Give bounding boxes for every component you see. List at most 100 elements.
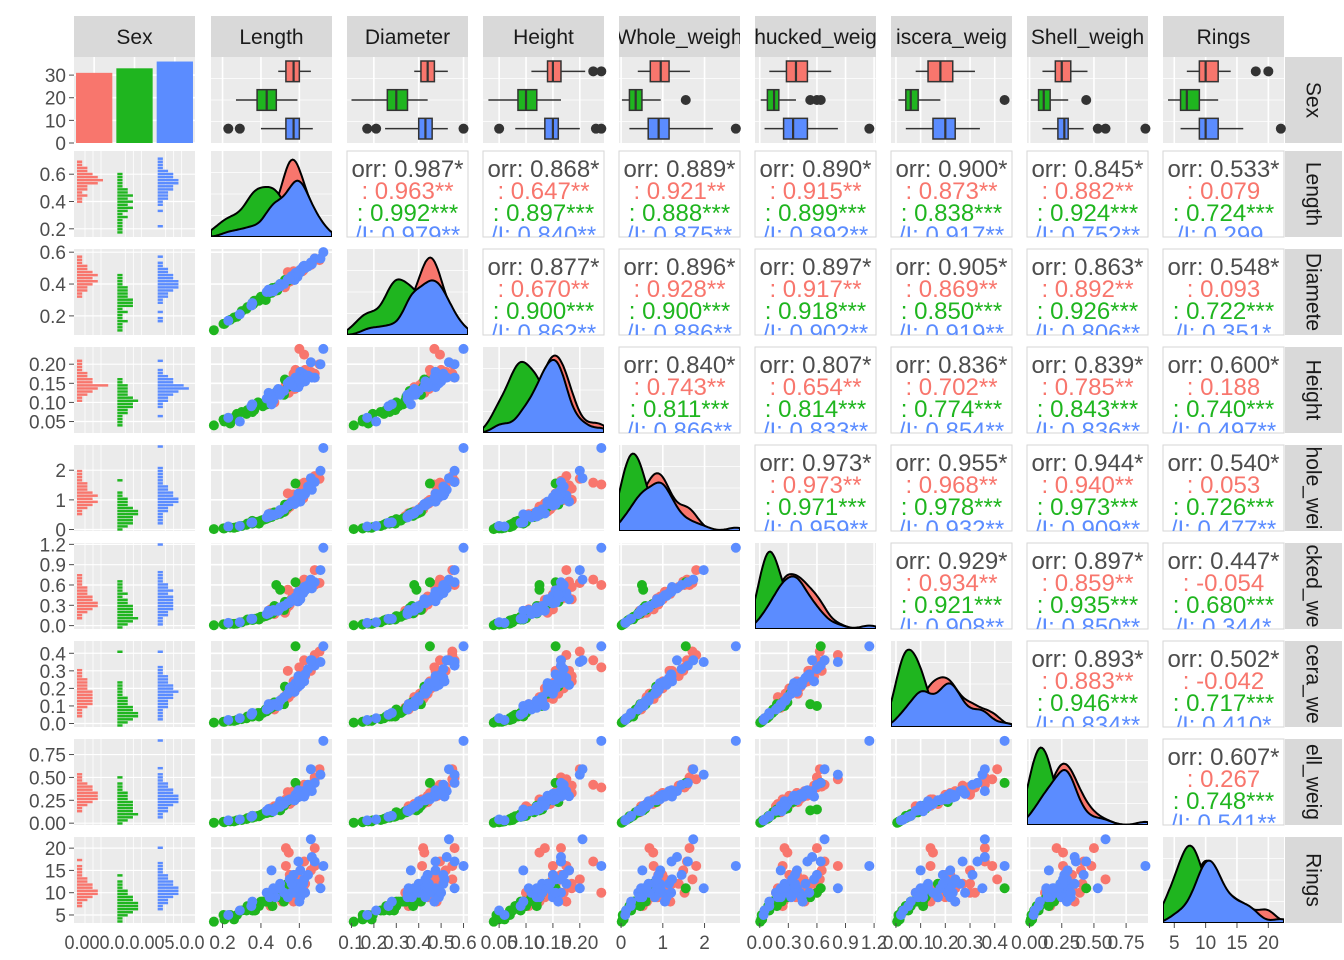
hist-bar-i <box>117 528 123 531</box>
y-tick-label: 0.2 <box>40 679 66 700</box>
hist-bar-f <box>77 598 93 602</box>
hist-bar-i <box>117 494 123 497</box>
y-tick-label: 0.2 <box>40 307 66 328</box>
point-m <box>787 874 798 885</box>
hist-bar-m <box>157 399 169 402</box>
x-tick-label-sex: 0.000.0.0.005.0.0 <box>65 933 205 954</box>
x-tick-label: 10 <box>1195 933 1216 954</box>
outlier-point <box>596 123 607 134</box>
point-m <box>294 374 305 385</box>
corr-i: : 0.973*** <box>1037 494 1138 521</box>
point-m <box>443 764 454 775</box>
corr-overall: orr: 0.889* <box>623 156 735 183</box>
corr-overall: orr: 0.973* <box>759 450 871 477</box>
hist-bar-i <box>117 491 123 494</box>
hist-bar-i <box>117 791 128 794</box>
point-m <box>864 641 875 652</box>
point-m <box>811 869 822 880</box>
point-m <box>284 499 295 510</box>
hist-bar-f <box>77 169 88 173</box>
row-strip-clip: ell_weig <box>1302 744 1325 820</box>
point-i <box>290 641 301 652</box>
hist-bar-f <box>77 607 93 611</box>
point-m <box>797 896 808 907</box>
point-i <box>348 717 359 728</box>
corr-i: : 0.900*** <box>629 298 730 325</box>
scatter-height-vs-shucked_weight <box>488 542 607 631</box>
point-m <box>302 579 313 590</box>
hist-bar-m <box>157 739 163 742</box>
corr-diameter-whole_weight: orr: 0.896*: 0.928**: 0.900***/I: 0.886*… <box>623 254 735 335</box>
point-m <box>443 473 454 484</box>
hist-bar-m <box>157 396 169 399</box>
point-m <box>247 517 258 528</box>
point-f <box>969 887 980 898</box>
point-i <box>290 478 301 489</box>
point-m <box>499 909 510 920</box>
density-shucked_weight <box>755 550 876 629</box>
hist-bar-f <box>77 711 83 715</box>
point-m <box>449 565 460 576</box>
hist-bar-i <box>117 200 133 203</box>
hist-bar-f <box>77 693 93 696</box>
point-m <box>429 374 440 385</box>
hist-bar-i <box>117 907 139 911</box>
point-f <box>1100 874 1111 885</box>
point-m <box>641 883 652 894</box>
point-m <box>979 786 990 797</box>
col-strip-label: Diameter <box>365 26 450 49</box>
x-tick-label: 0.15 <box>534 933 571 954</box>
point-m <box>596 442 607 453</box>
scatter-diameter-vs-height <box>348 343 469 431</box>
col-strip-label: Rings <box>1197 26 1251 49</box>
point-m <box>800 878 811 889</box>
row-strip-clip: cera_we <box>1302 644 1325 723</box>
point-m <box>318 860 329 871</box>
hist-bar-f <box>77 580 83 583</box>
x-tick-label: 20 <box>1258 933 1279 954</box>
point-m <box>410 695 421 706</box>
corr-f: : 0.785** <box>1041 374 1133 401</box>
corr-i: : 0.899*** <box>765 200 866 227</box>
hist-bar-f <box>77 172 93 176</box>
hist-bar-i <box>117 479 123 482</box>
hist-bar-i <box>117 393 128 396</box>
hist-bar-m <box>157 191 169 194</box>
point-m <box>410 602 421 613</box>
hist-bar-m <box>157 868 163 871</box>
point-m <box>223 315 234 326</box>
scatter-height-vs-shell_weight <box>488 735 607 828</box>
x-tick-label: 0.2 <box>932 933 958 954</box>
x-tick-label: 0.0 <box>747 933 773 954</box>
hist-bar-m <box>157 466 163 470</box>
row-strip-shell_weight <box>1285 739 1342 825</box>
corr-length-viscera_weight: orr: 0.900*: 0.873**: 0.838***/I: 0.917*… <box>895 156 1007 237</box>
point-m <box>787 683 798 694</box>
hist-bar-i <box>117 188 128 191</box>
point-i <box>999 883 1010 894</box>
hist-bar-i <box>117 687 123 690</box>
row-strip-diameter <box>1285 249 1342 335</box>
hist-bar-f <box>77 601 98 605</box>
hist-bar-f <box>77 197 83 200</box>
hist-bar-m <box>157 543 163 546</box>
hist-bar-i <box>117 203 128 206</box>
point-m <box>758 909 769 920</box>
point-m <box>550 887 561 898</box>
corr-i: : 0.935*** <box>1037 592 1138 619</box>
outlier-point <box>362 123 373 134</box>
hist-bar-i <box>117 813 139 816</box>
point-i <box>636 579 647 590</box>
point-m <box>362 714 373 725</box>
y-tick-label: 1.2 <box>40 535 66 556</box>
hist-bar-m <box>157 292 169 295</box>
hist-bar-f <box>77 393 88 396</box>
point-f <box>588 655 599 666</box>
point-m <box>574 883 585 894</box>
hist-bar-i <box>117 592 128 595</box>
box <box>1198 117 1219 140</box>
point-f <box>283 847 294 858</box>
point-m <box>950 791 961 802</box>
density-whole_weight <box>619 452 740 531</box>
point-i <box>507 614 518 625</box>
